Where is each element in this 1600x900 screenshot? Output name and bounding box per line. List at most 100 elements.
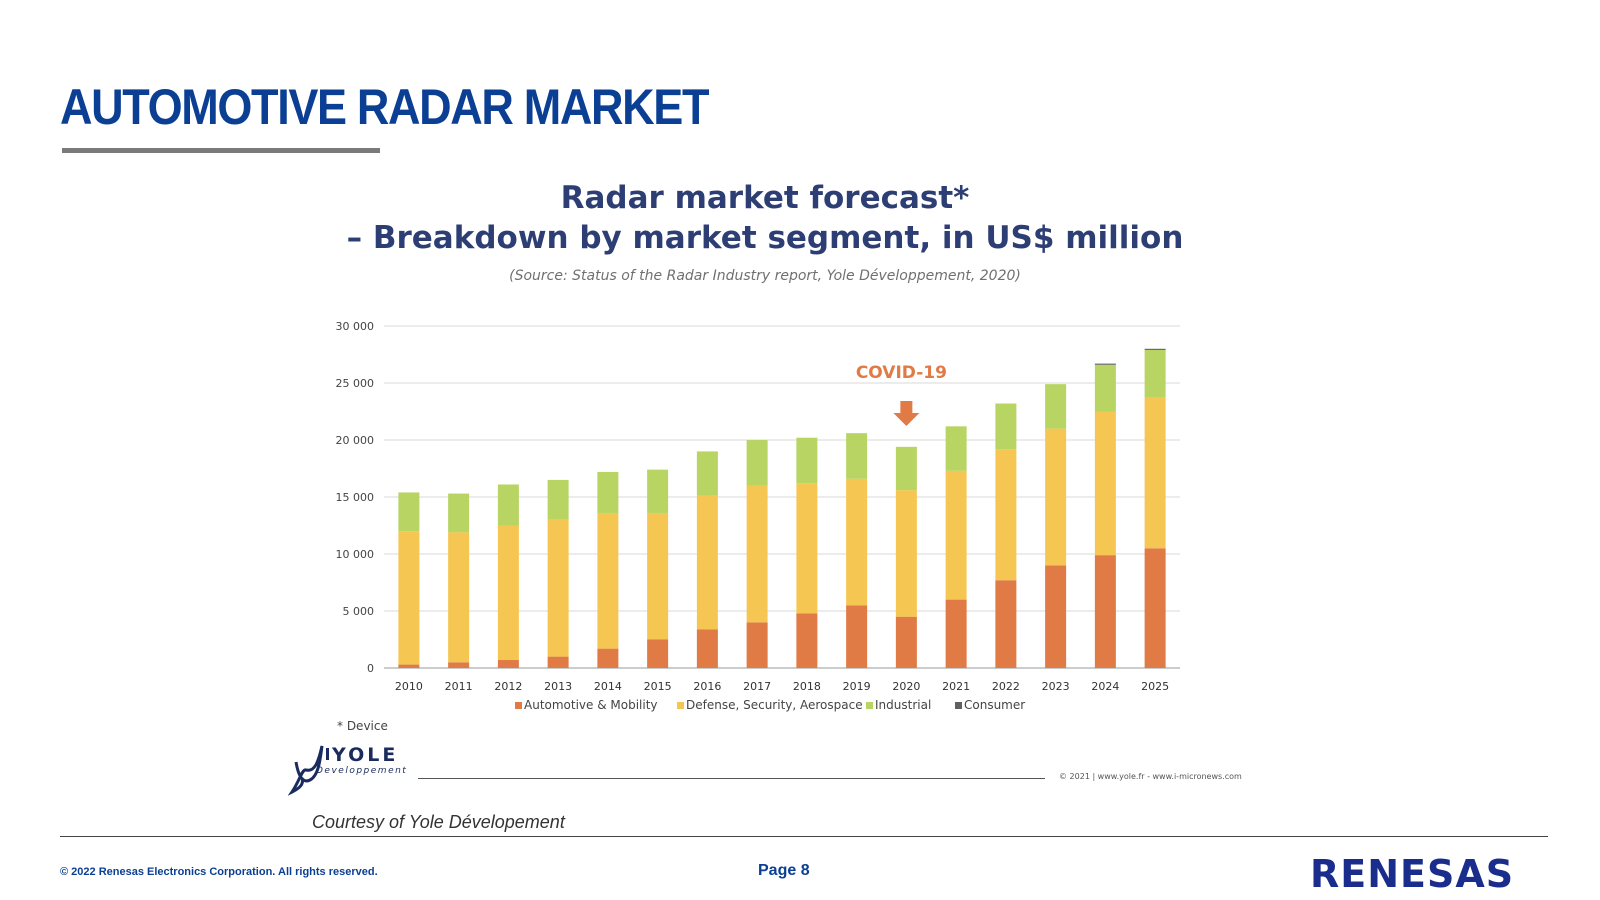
bar-segment	[796, 483, 818, 614]
bar-segment	[696, 495, 718, 630]
bar-segment	[945, 599, 967, 668]
bar-segment	[597, 471, 619, 513]
bar-segment	[895, 616, 917, 668]
bar-segment	[398, 664, 420, 668]
chart-subtitle: – Breakdown by market segment, in US$ mi…	[346, 220, 1184, 256]
bar-segment	[945, 470, 967, 600]
covid-annotation-label: COVID-19	[856, 363, 947, 383]
bar-segment	[647, 512, 669, 640]
y-tick-label: 15 000	[336, 491, 375, 504]
bar-segment	[1144, 349, 1166, 398]
yole-logo-subtext: Developpement	[316, 766, 407, 776]
y-tick-label: 20 000	[336, 434, 375, 447]
bar-segment	[647, 639, 669, 668]
yole-logo-bar	[326, 748, 329, 760]
bar-segment	[746, 485, 768, 623]
y-tick-label: 30 000	[336, 320, 375, 333]
x-tick-label: 2022	[992, 680, 1020, 693]
courtesy-note: Courtesy of Yole Dévelopement	[312, 812, 565, 832]
x-tick-label: 2015	[644, 680, 672, 693]
bar-segment	[1045, 428, 1067, 566]
bar-segment	[1045, 565, 1067, 668]
chart-source: (Source: Status of the Radar Industry re…	[509, 268, 1021, 284]
legend-label: Defense, Security, Aerospace	[686, 698, 863, 712]
x-tick-label: 2016	[693, 680, 721, 693]
bar-segment	[547, 479, 569, 520]
bar-segment	[945, 426, 967, 471]
x-tick-label: 2014	[594, 680, 622, 693]
y-tick-label: 25 000	[336, 377, 375, 390]
y-tick-label: 0	[367, 662, 374, 675]
legend-label: Industrial	[875, 698, 931, 712]
bar-segment	[497, 484, 519, 526]
bar-segment	[995, 449, 1017, 581]
x-tick-label: 2011	[445, 680, 473, 693]
y-tick-label: 10 000	[336, 548, 375, 561]
bar-segment	[1094, 411, 1116, 556]
bar-segment	[796, 613, 818, 668]
bar-segment	[796, 437, 818, 484]
bar-segment	[696, 451, 718, 496]
x-tick-label: 2018	[793, 680, 821, 693]
x-tick-label: 2021	[942, 680, 970, 693]
bar-segment	[895, 446, 917, 491]
bar-segment	[497, 525, 519, 661]
x-tick-label: 2025	[1141, 680, 1169, 693]
bar-segment	[448, 532, 470, 663]
x-tick-label: 2017	[743, 680, 771, 693]
covid-arrow-icon	[893, 401, 920, 426]
footer-copyright: © 2022 Renesas Electronics Corporation. …	[60, 866, 378, 878]
yole-logo-swoosh	[288, 745, 324, 796]
legend-label: Consumer	[964, 698, 1025, 712]
x-tick-label: 2020	[892, 680, 920, 693]
page-number: Page 8	[758, 862, 810, 879]
bar-segment	[497, 660, 519, 668]
bar-segment	[1144, 548, 1166, 668]
bar-segment	[398, 492, 420, 532]
bar-segment	[1144, 348, 1166, 350]
bar-segment	[846, 433, 868, 479]
bar-segment	[1045, 384, 1067, 429]
device-footnote: * Device	[337, 719, 388, 733]
yole-logo-text: YOLE	[331, 744, 398, 766]
bar-segment	[547, 656, 569, 668]
bar-segment	[1144, 397, 1166, 549]
y-tick-label: 5 000	[343, 605, 375, 618]
bar-segment	[746, 440, 768, 486]
legend-label: Automotive & Mobility	[524, 698, 658, 712]
bar-segment	[448, 662, 470, 668]
title-underline	[62, 148, 380, 153]
bar-segment	[995, 580, 1017, 668]
x-tick-label: 2019	[843, 680, 871, 693]
x-tick-label: 2010	[395, 680, 423, 693]
legend-swatch	[955, 702, 962, 709]
bar-segment	[647, 469, 669, 513]
bar-segment	[995, 403, 1017, 450]
bar-segment	[1094, 363, 1116, 365]
legend-swatch	[515, 702, 522, 709]
legend-swatch	[866, 702, 873, 709]
bar-segment	[746, 622, 768, 668]
footer-rule	[60, 836, 1548, 837]
bar-segment	[398, 531, 420, 665]
chart-title: Radar market forecast*	[560, 180, 970, 216]
bar-segment	[547, 519, 569, 657]
x-tick-label: 2013	[544, 680, 572, 693]
legend-swatch	[677, 702, 684, 709]
bar-segment	[597, 648, 619, 668]
bar-segment	[1094, 555, 1116, 668]
yole-copyright: © 2021 | www.yole.fr - www.i-micronews.c…	[1059, 772, 1242, 781]
x-tick-label: 2024	[1091, 680, 1119, 693]
bar-segment	[1094, 364, 1116, 412]
bar-segment	[448, 493, 470, 533]
chart-title-block: Radar market forecast* – Breakdown by ma…	[300, 178, 1230, 258]
x-tick-label: 2023	[1042, 680, 1070, 693]
x-tick-label: 2012	[494, 680, 522, 693]
bar-segment	[895, 490, 917, 617]
renesas-logo: RENESAS	[1310, 852, 1515, 896]
bar-segment	[846, 478, 868, 606]
yole-logo: YOLE Developpement	[288, 744, 407, 796]
bar-segment	[696, 629, 718, 668]
bar-segment	[846, 605, 868, 668]
bar-segment	[597, 512, 619, 649]
